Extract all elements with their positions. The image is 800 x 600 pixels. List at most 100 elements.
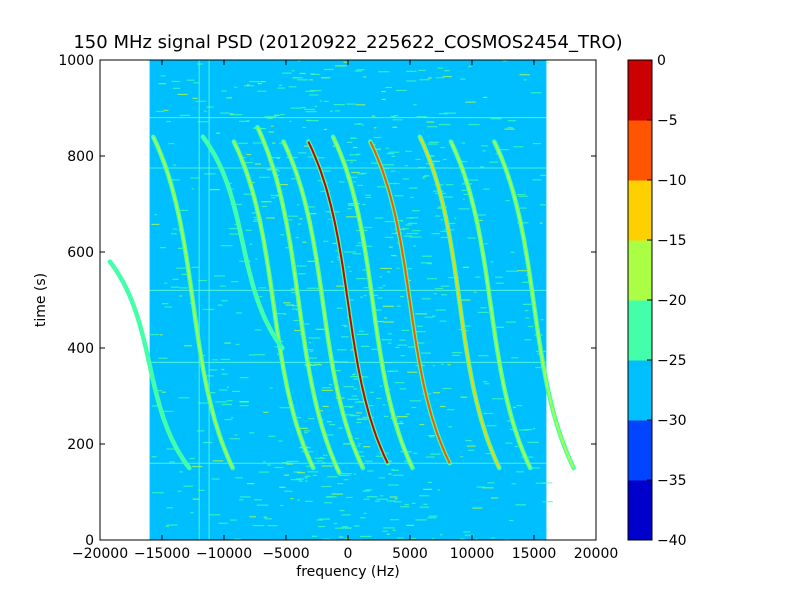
- noise-cell: [407, 371, 418, 373]
- noise-cell: [292, 77, 300, 79]
- noise-cell: [382, 164, 394, 166]
- noise-cell: [275, 313, 285, 315]
- noise-cell: [384, 236, 394, 239]
- noise-cell: [442, 387, 452, 390]
- noise-cell: [387, 333, 392, 335]
- noise-cell: [427, 481, 433, 484]
- noise-cell: [378, 477, 385, 479]
- noise-cell: [183, 485, 193, 487]
- noise-cell: [438, 123, 451, 126]
- noise-cell: [439, 534, 443, 536]
- noise-cell: [211, 478, 220, 480]
- noise-cell: [447, 364, 451, 366]
- noise-cell: [513, 406, 516, 408]
- noise-cell: [304, 475, 311, 477]
- noise-cell: [154, 214, 158, 216]
- noise-cell: [489, 161, 499, 163]
- noise-cell: [198, 279, 208, 282]
- noise-cell: [304, 432, 308, 434]
- noise-cell: [179, 295, 183, 297]
- noise-cell: [365, 460, 373, 462]
- noise-cell: [363, 76, 367, 78]
- noise-cell: [375, 320, 384, 323]
- noise-cell: [524, 428, 533, 431]
- noise-cell: [404, 503, 409, 506]
- noise-cell: [516, 207, 527, 209]
- noise-cell: [395, 89, 407, 92]
- noise-cell: [448, 276, 460, 279]
- noise-cell: [487, 482, 495, 484]
- noise-cell: [423, 488, 433, 490]
- noise-cell: [362, 376, 369, 378]
- noise-cell: [315, 328, 326, 330]
- noise-cell: [400, 355, 406, 357]
- noise-cell: [330, 261, 334, 263]
- noise-cell: [387, 342, 392, 344]
- noise-cell: [164, 282, 168, 284]
- noise-cell: [376, 397, 382, 400]
- noise-cell: [355, 104, 366, 106]
- noise-cell: [363, 446, 371, 448]
- noise-cell: [422, 177, 426, 179]
- x-tick-label: 5000: [392, 546, 428, 562]
- noise-cell: [466, 445, 476, 447]
- noise-cell: [269, 156, 281, 159]
- noise-cell: [440, 219, 444, 221]
- noise-cell: [431, 233, 440, 235]
- noise-cell: [415, 158, 421, 161]
- noise-cell: [263, 411, 269, 413]
- noise-cell: [197, 489, 205, 491]
- noise-cell: [516, 193, 526, 196]
- noise-cell: [316, 519, 323, 521]
- noise-cell: [166, 448, 178, 450]
- noise-cell: [285, 304, 294, 306]
- noise-cell: [361, 124, 364, 126]
- noise-cell: [297, 499, 300, 501]
- noise-cell: [341, 336, 349, 338]
- noise-cell: [433, 392, 441, 394]
- noise-cell: [349, 270, 352, 272]
- noise-cell: [394, 498, 398, 500]
- noise-cell: [161, 410, 174, 412]
- noise-cell: [478, 355, 489, 357]
- noise-cell: [290, 479, 302, 481]
- noise-cell: [381, 98, 386, 100]
- noise-cell: [507, 120, 517, 122]
- noise-cell: [399, 339, 406, 341]
- noise-cell: [278, 440, 283, 442]
- noise-cell: [433, 293, 437, 295]
- noise-cell: [530, 92, 542, 94]
- noise-cell: [374, 500, 381, 502]
- noise-cell: [360, 345, 370, 347]
- noise-cell: [190, 177, 200, 179]
- colorbar-segment: [628, 60, 652, 121]
- noise-cell: [243, 193, 253, 195]
- noise-cell: [245, 229, 252, 231]
- noise-cell: [343, 443, 351, 445]
- noise-cell: [309, 350, 313, 353]
- noise-cell: [391, 468, 394, 471]
- noise-cell: [278, 84, 283, 86]
- noise-cell: [365, 194, 371, 196]
- noise-cell: [164, 306, 173, 308]
- noise-cell: [371, 348, 380, 350]
- noise-cell: [298, 480, 303, 482]
- x-tick-label: −5000: [262, 546, 309, 562]
- noise-cell: [264, 116, 276, 118]
- noise-cell: [358, 451, 364, 453]
- noise-cell: [339, 509, 345, 512]
- noise-cell: [353, 473, 357, 475]
- noise-cell: [195, 100, 206, 102]
- noise-cell: [490, 537, 496, 539]
- noise-cell: [350, 161, 353, 163]
- noise-cell: [318, 170, 331, 172]
- noise-cell: [375, 455, 383, 457]
- noise-cell: [308, 341, 312, 344]
- noise-cell: [290, 497, 294, 500]
- noise-cell: [221, 368, 225, 371]
- noise-cell: [429, 160, 441, 162]
- noise-cell: [305, 111, 317, 113]
- colorbar-tick-label: −10: [657, 173, 687, 189]
- noise-cell: [515, 504, 526, 506]
- noise-cell: [271, 197, 276, 199]
